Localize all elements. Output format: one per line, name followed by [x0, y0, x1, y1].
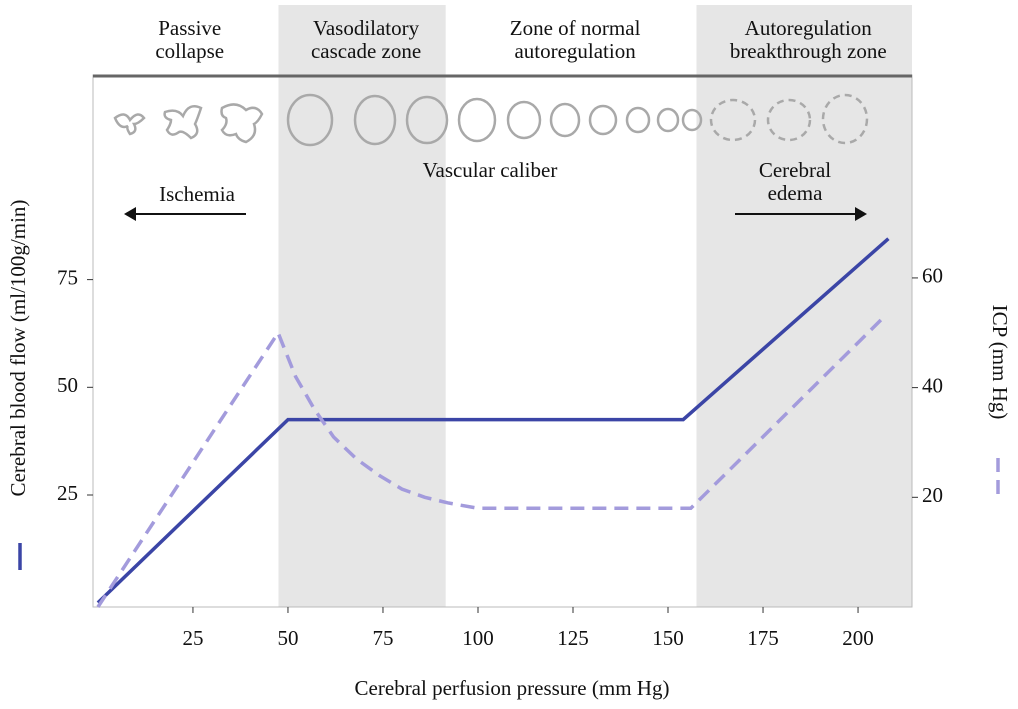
arrow-head	[124, 207, 136, 221]
x-tick-label: 50	[277, 626, 298, 650]
zone-label: autoregulation	[514, 39, 636, 63]
y2-tick-label: 60	[922, 264, 943, 288]
x-tick-label: 75	[372, 626, 393, 650]
x-tick-label: 125	[557, 626, 589, 650]
annotation: Ischemia	[159, 182, 235, 206]
zone-label: breakthrough zone	[730, 39, 887, 63]
vessel	[459, 99, 495, 141]
annotation: Cerebral	[759, 158, 831, 182]
zone-label: Autoregulation	[745, 16, 873, 40]
y-tick-label: 75	[57, 265, 78, 289]
x-tick-label: 200	[842, 626, 874, 650]
y-tick-label: 25	[57, 481, 78, 505]
x-axis-label: Cerebral perfusion pressure (mm Hg)	[355, 676, 670, 700]
x-tick-label: 25	[182, 626, 203, 650]
y2-tick-label: 40	[922, 373, 943, 397]
collapsed-vessel	[222, 104, 263, 142]
vessel	[658, 109, 678, 131]
collapsed-vessel	[115, 114, 144, 134]
collapsed-vessel	[165, 106, 201, 138]
vessel	[627, 108, 649, 132]
x-tick-label: 150	[652, 626, 684, 650]
zone-label: Vasodilatory	[313, 16, 420, 40]
vessel	[551, 104, 579, 136]
y-tick-label: 50	[57, 373, 78, 397]
x-tick-label: 100	[462, 626, 494, 650]
x-tick-label: 175	[747, 626, 779, 650]
zone-label: collapse	[155, 39, 224, 63]
y2-axis-label: ICP (mm Hg)	[988, 305, 1012, 420]
zone-label: Passive	[158, 16, 221, 40]
zone-label: Zone of normal	[510, 16, 641, 40]
y-axis-label: Cerebral blood flow (ml/100g/min)	[6, 200, 30, 497]
zone-band	[697, 5, 912, 607]
vessel	[590, 106, 616, 134]
chart: Ischemia Vascular caliber Cerebral edema…	[0, 0, 1018, 709]
y2-tick-label: 20	[922, 483, 943, 507]
annotation: edema	[768, 181, 823, 205]
annotation: Vascular caliber	[423, 158, 558, 182]
zone-label: cascade zone	[311, 39, 421, 63]
vessel	[508, 102, 540, 138]
